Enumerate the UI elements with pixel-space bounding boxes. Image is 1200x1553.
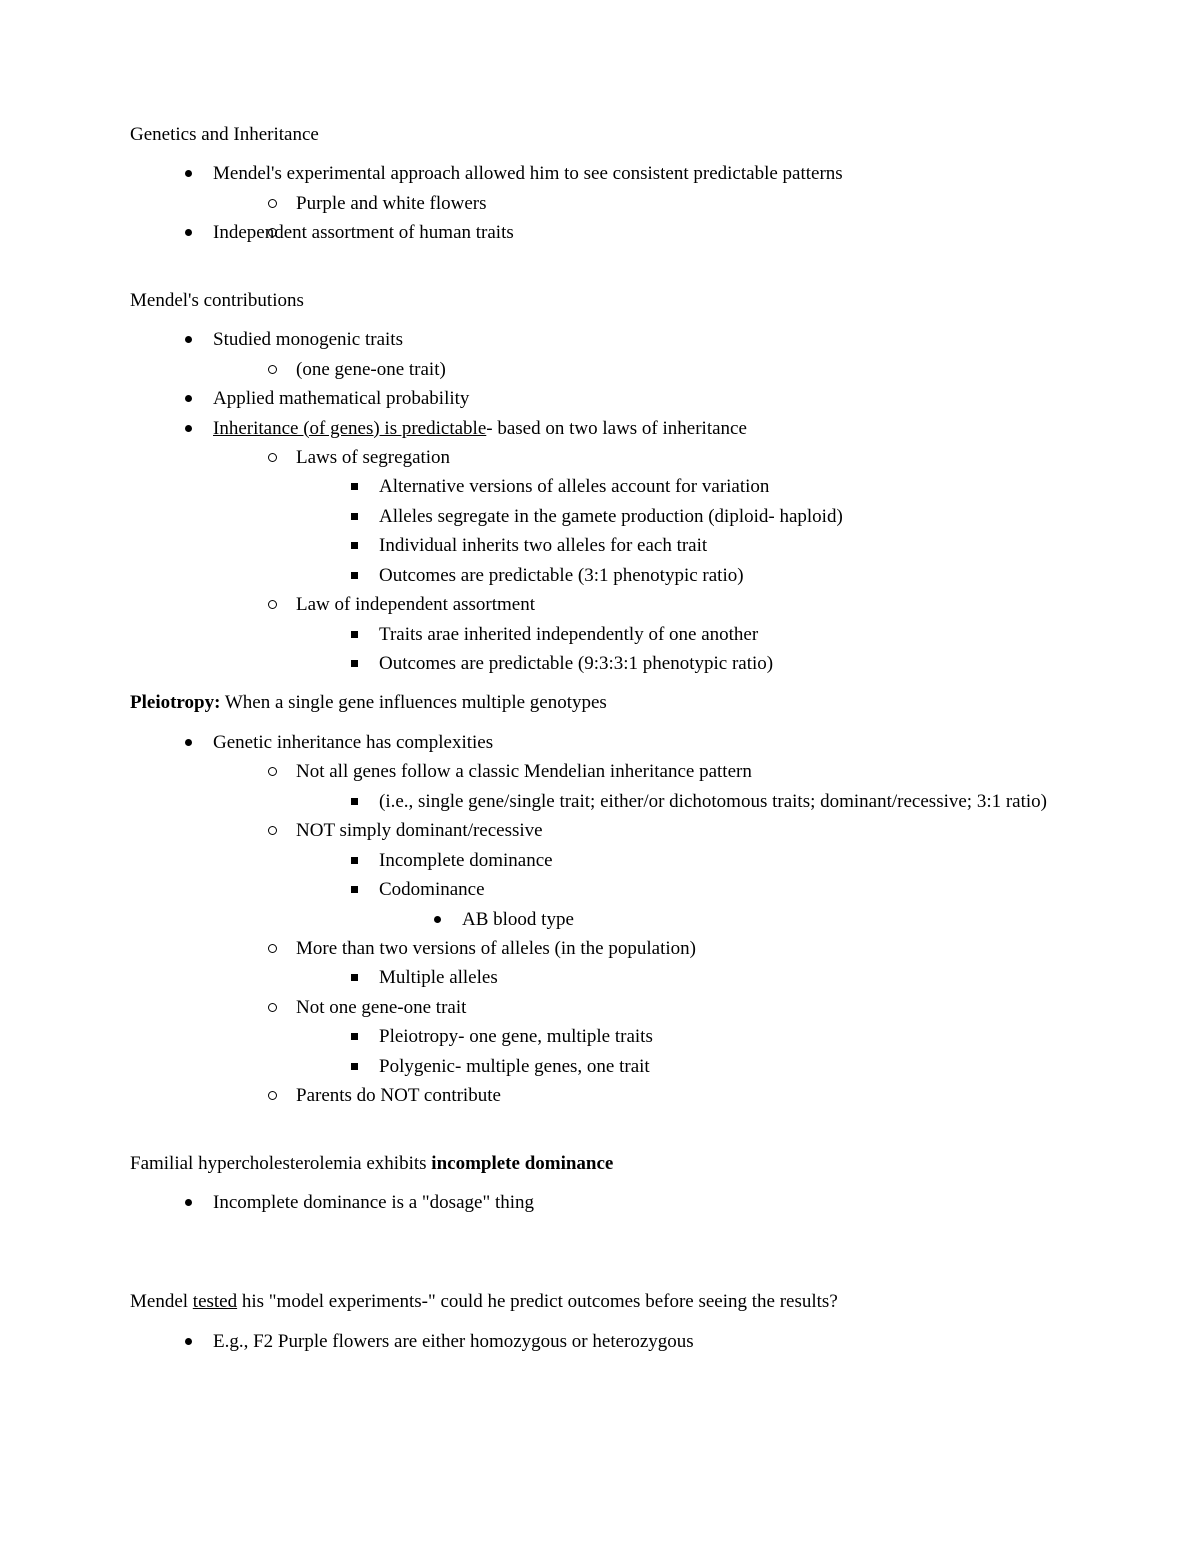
sublist: Traits arae inherited independently of o… [296, 620, 1070, 679]
sublist: (one gene-one trait) [213, 355, 1070, 384]
text: Pleiotropy- one gene, multiple traits [379, 1026, 653, 1047]
complexities-list: Genetic inheritance has complexities Not… [130, 728, 1070, 1111]
section-heading: Mendel's contributions [130, 286, 1070, 315]
sublist: Laws of segregation Alternative versions… [213, 443, 1070, 679]
text: Multiple alleles [379, 967, 498, 988]
list-item: (one gene-one trait) [268, 355, 1070, 384]
text: Not one gene-one trait [296, 997, 466, 1018]
text: When a single gene influences multiple g… [220, 692, 606, 713]
text: Independent assortment of human traits [213, 222, 514, 243]
text: Outcomes are predictable (3:1 phenotypic… [379, 565, 744, 586]
text: Genetic inheritance has complexities [213, 732, 493, 753]
list-item: More than two versions of alleles (in th… [268, 934, 1070, 993]
text: Incomplete dominance [379, 850, 553, 871]
list-item: Genetic inheritance has complexities Not… [185, 728, 1070, 1111]
text-underlined: tested [193, 1291, 237, 1312]
list-item: E.g., F2 Purple flowers are either homoz… [185, 1327, 1070, 1356]
sublist: Alternative versions of alleles account … [296, 472, 1070, 590]
familial-list: Incomplete dominance is a "dosage" thing [130, 1188, 1070, 1217]
intro-list: Mendel's experimental approach allowed h… [130, 159, 1070, 247]
spacer [130, 258, 1070, 286]
list-item: (i.e., single gene/single trait; either/… [351, 787, 1070, 816]
list-item: Multiple alleles [351, 963, 1070, 992]
list-item: Parents do NOT contribute [268, 1081, 1070, 1110]
list-item: Inheritance (of genes) is predictable- b… [185, 414, 1070, 679]
document-title: Genetics and Inheritance [130, 120, 1070, 149]
text: E.g., F2 Purple flowers are either homoz… [213, 1331, 694, 1352]
text: Alleles segregate in the gamete producti… [379, 506, 843, 527]
text: Traits arae inherited independently of o… [379, 624, 758, 645]
list-item: Codominance AB blood type [351, 875, 1070, 934]
sublist: Multiple alleles [296, 963, 1070, 992]
list-item: Not all genes follow a classic Mendelian… [268, 757, 1070, 816]
list-item: Polygenic- multiple genes, one trait [351, 1052, 1070, 1081]
text: Parents do NOT contribute [296, 1085, 501, 1106]
text: More than two versions of alleles (in th… [296, 938, 696, 959]
text: (one gene-one trait) [296, 359, 446, 380]
list-item: Individual inherits two alleles for each… [351, 531, 1070, 560]
familial-line: Familial hypercholesterolemia exhibits i… [130, 1149, 1070, 1178]
document-page: Genetics and Inheritance Mendel's experi… [0, 0, 1200, 1553]
text-underlined: Inheritance (of genes) is predictable [213, 418, 486, 439]
text: Mendel's experimental approach allowed h… [213, 163, 843, 184]
pleiotropy-line: Pleiotropy: When a single gene influence… [130, 688, 1070, 717]
list-item: Alleles segregate in the gamete producti… [351, 502, 1070, 531]
list-item: Not one gene-one trait Pleiotropy- one g… [268, 993, 1070, 1081]
text: - based on two laws of inheritance [486, 418, 747, 439]
contributions-list: Studied monogenic traits (one gene-one t… [130, 325, 1070, 678]
text: Codominance [379, 879, 485, 900]
text: Polygenic- multiple genes, one trait [379, 1056, 650, 1077]
list-item: Incomplete dominance is a "dosage" thing [185, 1188, 1070, 1217]
list-item: Laws of segregation Alternative versions… [268, 443, 1070, 590]
text: Studied monogenic traits [213, 329, 403, 350]
list-item: NOT simply dominant/recessive Incomplete… [268, 816, 1070, 934]
list-item: Independent assortment of human traits [185, 218, 1070, 247]
list-item: AB blood type [434, 905, 1070, 934]
text: Purple and white flowers [296, 193, 486, 214]
text: Individual inherits two alleles for each… [379, 535, 707, 556]
sublist: (i.e., single gene/single trait; either/… [296, 787, 1070, 816]
spacer [130, 1227, 1070, 1287]
term-bold: incomplete dominance [431, 1153, 613, 1174]
sublist: Purple and white flowers [213, 189, 1070, 218]
text: Familial hypercholesterolemia exhibits [130, 1153, 431, 1174]
spacer [130, 1121, 1070, 1149]
sublist: Not all genes follow a classic Mendelian… [213, 757, 1070, 1110]
list-item: Applied mathematical probability [185, 384, 1070, 413]
list-item: Outcomes are predictable (3:1 phenotypic… [351, 561, 1070, 590]
text: Applied mathematical probability [213, 388, 469, 409]
sublist: Pleiotropy- one gene, multiple traits Po… [296, 1022, 1070, 1081]
text: AB blood type [462, 909, 574, 930]
list-item: Traits arae inherited independently of o… [351, 620, 1070, 649]
text: (i.e., single gene/single trait; either/… [379, 791, 1047, 812]
list-item: Law of independent assortment Traits ara… [268, 590, 1070, 678]
list-item: Alternative versions of alleles account … [351, 472, 1070, 501]
sublist: Incomplete dominance Codominance AB bloo… [296, 846, 1070, 934]
text: his "model experiments-" could he predic… [237, 1291, 838, 1312]
mendel-tested-list: E.g., F2 Purple flowers are either homoz… [130, 1327, 1070, 1356]
term-bold: Pleiotropy: [130, 692, 220, 713]
list-item: Studied monogenic traits (one gene-one t… [185, 325, 1070, 384]
list-item: Incomplete dominance [351, 846, 1070, 875]
text: Alternative versions of alleles account … [379, 476, 769, 497]
list-item: Mendel's experimental approach allowed h… [185, 159, 1070, 218]
list-item: Purple and white flowers [268, 189, 1070, 218]
text: Incomplete dominance is a "dosage" thing [213, 1192, 534, 1213]
mendel-tested-line: Mendel tested his "model experiments-" c… [130, 1287, 1070, 1316]
text: Laws of segregation [296, 447, 450, 468]
text: Outcomes are predictable (9:3:3:1 phenot… [379, 653, 773, 674]
text: Mendel [130, 1291, 193, 1312]
sublist: AB blood type [379, 905, 1070, 934]
list-item: Outcomes are predictable (9:3:3:1 phenot… [351, 649, 1070, 678]
text: NOT simply dominant/recessive [296, 820, 543, 841]
list-item: Pleiotropy- one gene, multiple traits [351, 1022, 1070, 1051]
text: Not all genes follow a classic Mendelian… [296, 761, 752, 782]
text: Law of independent assortment [296, 594, 535, 615]
